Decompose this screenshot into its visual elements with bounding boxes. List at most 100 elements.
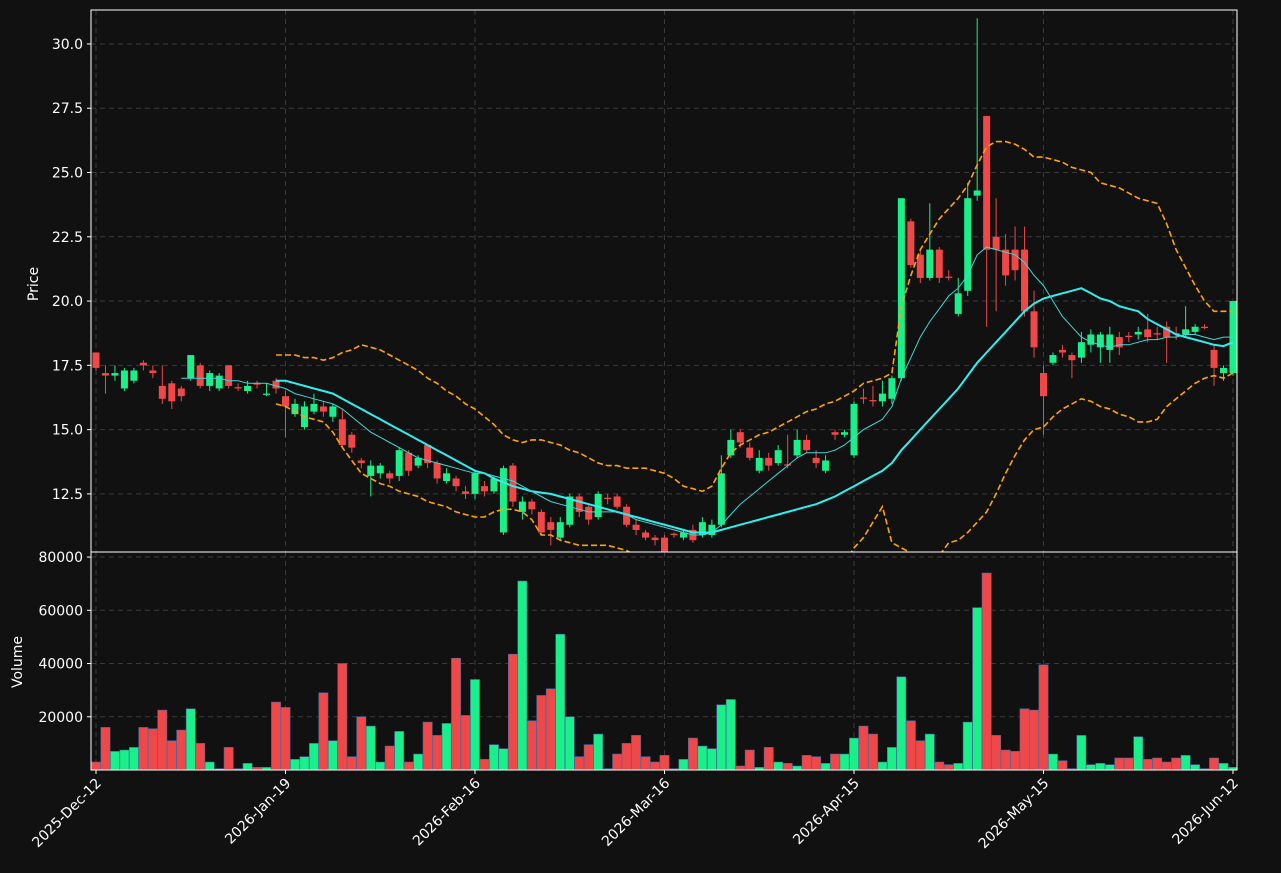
candle-body [1201,326,1209,329]
candle-body [149,370,157,374]
candle-body [405,452,413,471]
volume-bar [896,676,907,770]
marks [91,18,1237,770]
volume-bar [1085,764,1096,770]
volume-tick-label: 60000 [38,603,83,619]
volume-bar [820,763,831,770]
candle-body [954,293,962,314]
volume-bar [858,725,869,770]
candle-body [1163,326,1171,338]
candle-body [206,373,214,386]
y-tick-label: 17.5 [52,358,83,374]
volume-bar [309,743,319,770]
volume-bar [451,657,461,770]
candle-body [803,439,811,451]
candle-body [1191,326,1199,332]
volume-bar [498,748,509,770]
volume-bar [650,761,660,770]
candle-body [613,496,621,507]
candle-body [717,473,725,525]
volume-bar [91,761,101,770]
volume-bar [441,723,452,770]
volume-tick-label: 40000 [38,657,83,673]
volume-bar [517,580,528,770]
candle-body [367,465,375,476]
y-tick-label: 25.0 [52,165,83,181]
volume-bar [830,753,840,770]
candle-body [746,447,754,458]
candle-body [414,457,422,466]
volume-panel [91,572,1237,770]
candle-body [1144,329,1152,338]
candle-body [196,365,204,386]
volume-bar [868,733,878,770]
volume-bar [1104,764,1115,770]
candle-body [338,419,346,446]
candle-body [1049,355,1057,363]
candle-body [139,362,147,366]
candle-body [1040,373,1047,397]
volume-bar [1000,749,1011,770]
candle-body [765,457,773,466]
candle-body [547,522,555,530]
candle-body [1153,333,1161,335]
candle-body [1030,311,1038,348]
volume-bar [735,765,746,770]
candle-body [215,375,223,389]
volume-bar [744,749,755,770]
candle-body [869,400,877,402]
candle-body [452,478,460,487]
y-tick-label: 20.0 [52,294,83,310]
y-tick-label: 27.5 [52,101,83,117]
candle-body [888,378,896,399]
volume-bar [593,733,604,770]
volume-bar [1190,764,1200,770]
candle-body [566,496,574,525]
volume-bar [1048,753,1058,770]
volume-bar [1038,664,1049,770]
volume-bar [100,727,111,770]
candle-body [1210,349,1218,368]
candle-body [850,403,858,456]
volume-bar [725,699,736,770]
volume-bar [526,720,537,770]
candle-body [234,387,242,389]
candle-body [272,380,280,389]
volume-bar [1114,757,1125,770]
candle-body [225,365,233,386]
candle-body [319,406,327,412]
volume-bar [1171,757,1182,770]
volume-tick-label: 20000 [38,710,83,726]
candle-body [926,249,934,278]
candle-body [348,434,356,448]
volume-bar [1057,760,1068,770]
candle-body [642,532,650,538]
candle-body [168,383,176,402]
volume-bar [1123,757,1134,770]
volume-bar [564,716,575,770]
volume-bar [1142,759,1153,770]
candle-body [793,439,801,456]
volume-bar [924,733,935,770]
volume-bar [640,756,651,770]
volume-bar [1218,763,1229,770]
volume-bar [943,764,954,770]
candle-body [661,537,668,552]
candle-body [291,403,299,415]
indicator-line [276,140,1233,493]
candle-body [698,522,706,536]
volume-bar [507,653,518,770]
candle-body [916,254,924,278]
volume-bar [110,751,120,770]
candle-body [604,497,612,500]
volume-bar [327,740,338,770]
candle-body [357,460,365,464]
price-panel [92,18,1237,552]
candle-body [632,524,640,530]
volume-bar [697,745,708,770]
candle-body [518,501,526,512]
volume-tick-label: 80000 [38,550,83,566]
candle-body [822,460,830,471]
